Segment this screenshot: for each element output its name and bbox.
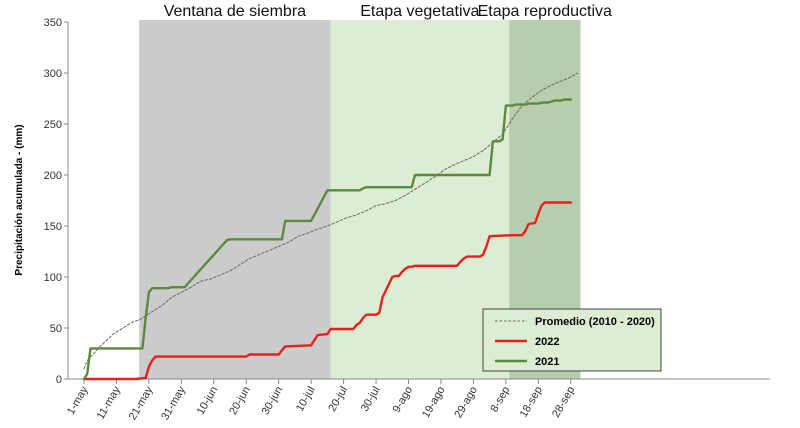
y-tick-label: 150 [44,221,62,233]
phase-band [330,20,510,379]
y-tick-label: 300 [44,68,62,80]
phase-bands [139,20,581,379]
x-tick-label: 30-jul [359,385,383,414]
phase-label: Ventana de siembra [164,3,306,20]
y-tick-label: 0 [56,374,62,386]
x-tick-label: 20-jul [326,385,350,414]
x-tick-label: 11-may [95,384,124,421]
x-tick-label: 18-sep [518,385,545,420]
legend-label: 2022 [535,336,559,348]
y-tick-label: 50 [50,323,62,335]
y-tick-label: 250 [44,119,62,131]
y-tick-label: 100 [44,272,62,284]
legend-label: Promedio (2010 - 2020) [535,316,655,328]
x-tick-label: 30-jun [260,385,286,417]
phase-label: Etapa reproductiva [478,3,612,20]
y-tick-label: 200 [44,170,62,182]
x-tick-label: 10-jun [195,385,221,417]
x-tick-label: 28-sep [550,385,577,420]
series-line-2021 [82,98,572,381]
x-tick-label: 21-may [127,384,156,422]
legend-label: 2021 [535,356,559,368]
x-tick-label: 20-jun [227,385,253,417]
x-tick-label: 19-ago [420,385,448,421]
x-tick-label: 9-ago [391,385,415,415]
x-tick-label: 31-may [159,384,188,422]
series-lines [82,72,578,381]
y-tick-label: 350 [44,17,62,29]
x-tick-label: 8-sep [488,384,512,414]
y-axis-label: Precipitación acumulada - (mm) [14,124,25,275]
x-tick-label: 1-may [65,384,91,417]
x-tick-label: 10-jul [294,385,318,414]
legend: Promedio (2010 - 2020) 2022 2021 [482,308,662,372]
phase-label: Etapa vegetativa [360,3,479,20]
series-line-promedio-2010-2020- [83,72,578,370]
phase-labels: Ventana de siembra Etapa vegetativaEtapa … [164,3,612,20]
x-tick-label: 29-ago [452,385,480,421]
series-line-2022 [82,201,572,381]
phase-band [139,20,331,379]
